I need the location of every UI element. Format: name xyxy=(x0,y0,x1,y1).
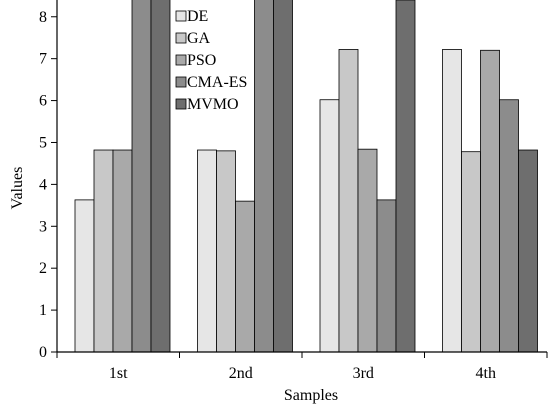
bar-cma-es-2nd xyxy=(254,0,274,353)
bar-mvmo-3rd xyxy=(395,0,416,353)
bar-de-2nd xyxy=(197,149,217,353)
y-tick-label: 5 xyxy=(39,134,47,151)
legend-label: DE xyxy=(187,8,208,25)
y-tick-label: 0 xyxy=(39,344,47,361)
legend-swatch xyxy=(175,98,187,110)
bar-mvmo-2nd xyxy=(273,0,293,353)
legend-label: PSO xyxy=(187,52,216,69)
x-tick-label: 4th xyxy=(476,365,496,382)
x-axis-label: Samples xyxy=(284,387,338,404)
legend-label: MVMO xyxy=(187,96,239,113)
y-tick-label: 6 xyxy=(39,93,47,110)
legend-label: CMA-ES xyxy=(187,74,247,91)
bar-pso-2nd xyxy=(235,200,255,353)
bar-cma-es-1st xyxy=(131,0,152,353)
bar-de-1st xyxy=(74,199,95,353)
bar-ga-4th xyxy=(461,151,481,353)
legend-swatch xyxy=(175,32,187,44)
y-tick-label: 8 xyxy=(39,9,47,26)
bar-pso-4th xyxy=(480,49,500,353)
bar-mvmo-1st xyxy=(150,0,171,353)
legend-swatch xyxy=(175,54,187,66)
bar-cma-es-4th xyxy=(499,99,519,353)
x-tick-label: 2nd xyxy=(229,365,253,382)
y-axis-label: Values xyxy=(9,167,26,210)
bar-ga-3rd xyxy=(338,49,359,353)
bar-mvmo-4th xyxy=(518,149,538,353)
bars-layer xyxy=(74,0,538,353)
legend-label: GA xyxy=(187,30,211,47)
y-tick-label: 3 xyxy=(39,218,47,235)
bar-ga-2nd xyxy=(216,150,236,353)
y-tick-label: 7 xyxy=(39,51,47,68)
legend: DE GA PSO CMA-ES MVMO xyxy=(175,8,247,113)
bar-ga-1st xyxy=(93,149,114,353)
y-tick-label: 2 xyxy=(39,260,47,277)
bar-de-4th xyxy=(442,49,462,353)
y-tick-label: 4 xyxy=(39,176,47,193)
legend-swatch xyxy=(175,10,187,22)
ticks-layer: 0 1 2 3 4 5 6 7 8 1st 2nd 3rd 4th xyxy=(39,9,548,382)
x-tick-label: 3rd xyxy=(353,365,374,382)
y-tick-label: 1 xyxy=(39,302,47,319)
legend-swatch xyxy=(175,76,187,88)
bar-de-3rd xyxy=(319,99,340,353)
x-tick-label: 1st xyxy=(109,365,128,382)
bar-cma-es-3rd xyxy=(376,199,397,353)
bar-pso-3rd xyxy=(357,148,378,353)
bar-pso-1st xyxy=(112,149,133,353)
